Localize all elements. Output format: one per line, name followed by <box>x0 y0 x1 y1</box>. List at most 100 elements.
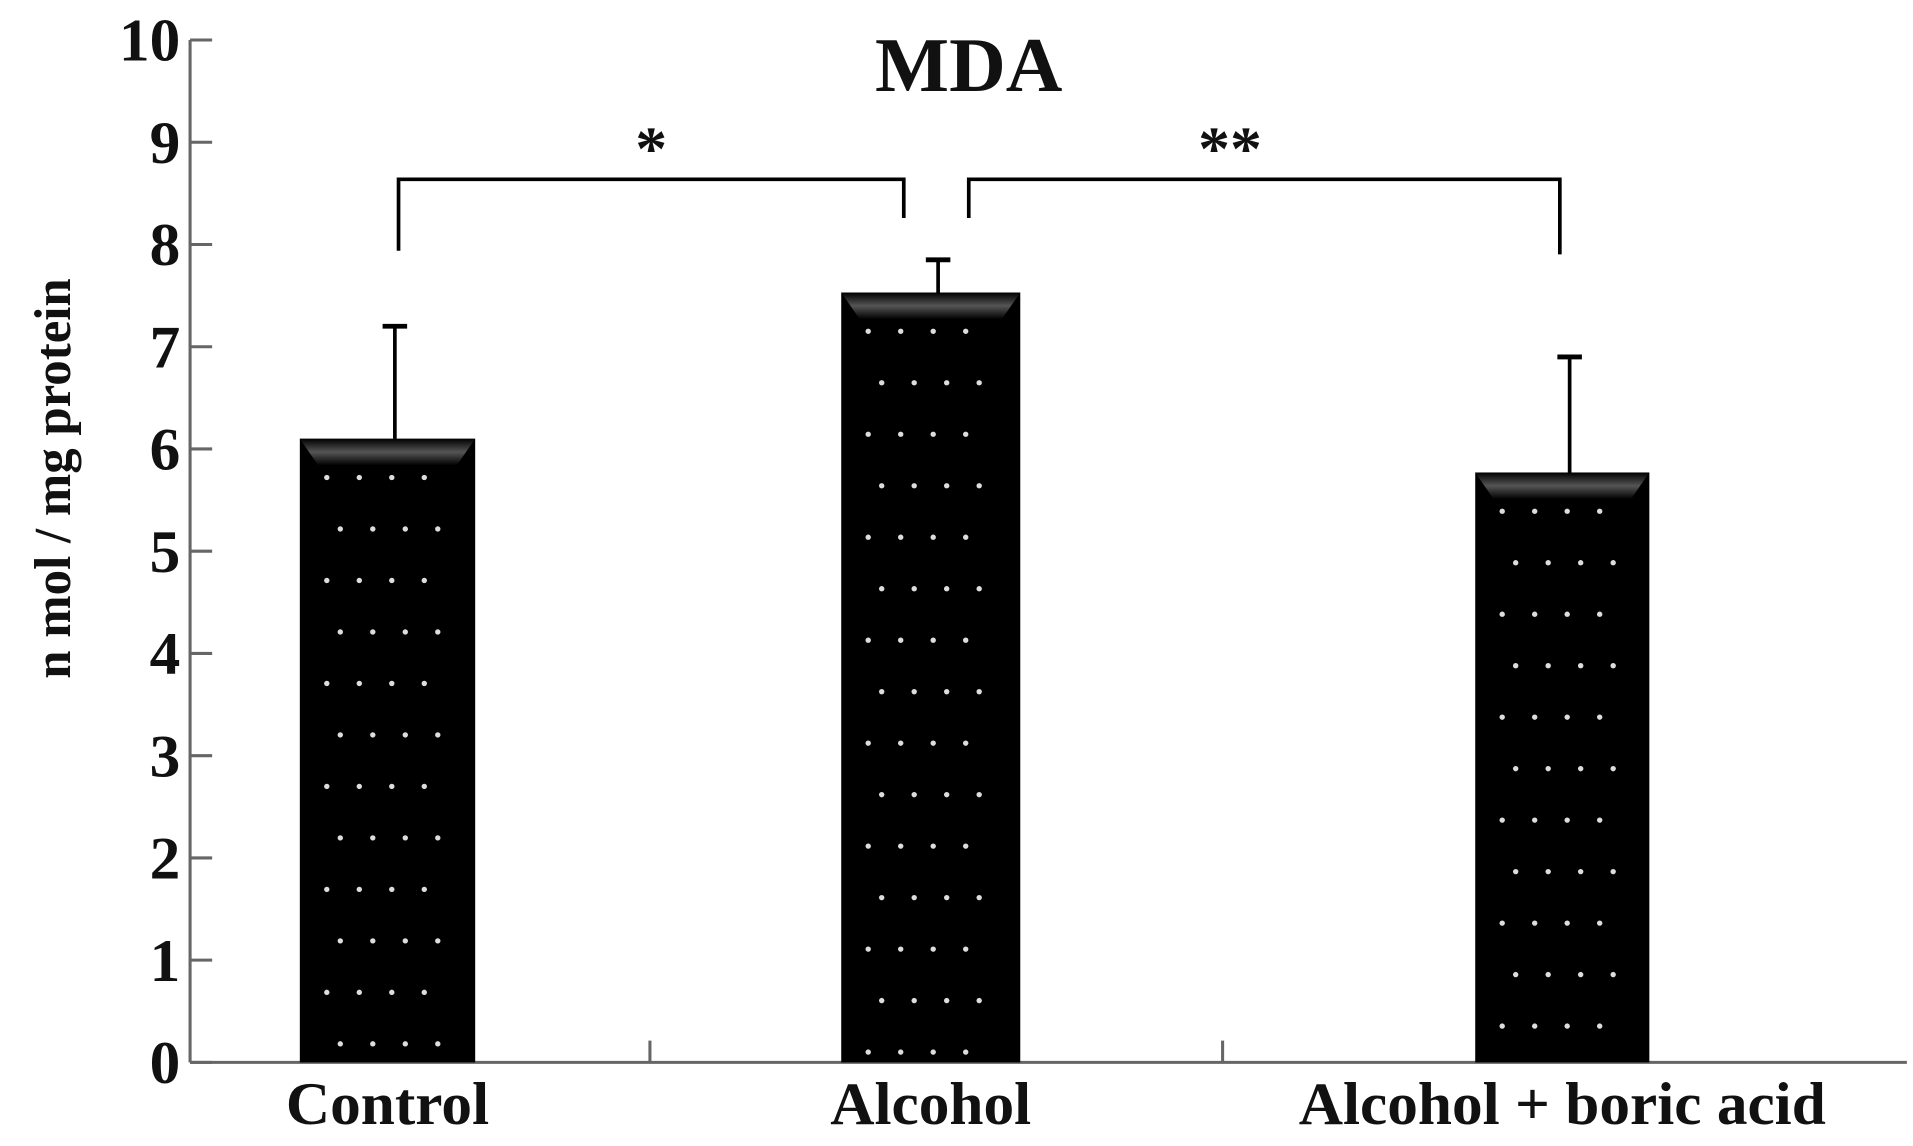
bar-dot <box>1610 560 1616 566</box>
y-tick-label: 10 <box>119 8 180 75</box>
bar-dot <box>1577 765 1584 772</box>
bar-dot <box>1564 1023 1570 1029</box>
bar-dot <box>1596 920 1603 926</box>
bar-dot <box>421 474 427 481</box>
bar-dot <box>337 629 343 635</box>
bar-dot <box>370 526 376 532</box>
bar-dot <box>943 791 950 798</box>
bar-dot <box>911 380 917 386</box>
bar-dot <box>421 783 427 790</box>
bar-dot <box>1564 611 1570 617</box>
bar-dot <box>1545 560 1551 566</box>
bar-dot <box>337 1041 343 1047</box>
bar-dot <box>356 783 362 790</box>
bar-dot <box>356 577 362 584</box>
x-tick-label: Alcohol <box>830 1072 1031 1139</box>
significance-bracket: ** <box>966 114 1562 255</box>
bar-dot <box>1564 714 1570 720</box>
y-tick-label: 9 <box>150 110 181 177</box>
bar-dot <box>1610 971 1616 978</box>
y-tick-label: 5 <box>150 519 181 586</box>
bar-dot <box>435 732 441 738</box>
bar-dot <box>930 843 936 849</box>
bar-dot <box>976 586 982 592</box>
bar-dot <box>976 483 982 489</box>
bar-dot <box>337 526 343 532</box>
bar-dot <box>943 894 950 901</box>
bar-dot <box>1531 508 1538 514</box>
bar-dot <box>1596 817 1603 823</box>
bar-dot <box>337 938 343 944</box>
bar-dot <box>930 534 936 540</box>
x-tick-label: Alcohol + boric acid <box>1299 1072 1826 1139</box>
bar-dot <box>1531 1023 1538 1029</box>
bar-dot <box>962 946 969 952</box>
bar-dot <box>878 586 885 592</box>
bar-dot <box>1577 663 1584 669</box>
bar-dot <box>1512 971 1519 978</box>
bar-dot <box>1499 1023 1505 1029</box>
bar-dot <box>1564 508 1570 514</box>
bar-group: Alcohol <box>830 257 1031 1139</box>
bar-dot <box>865 843 871 849</box>
bar-dot <box>435 835 441 841</box>
bar-dot <box>878 380 885 386</box>
bar-dot <box>1499 817 1505 823</box>
bar-dot <box>389 474 395 481</box>
y-tick-label: 2 <box>150 826 181 893</box>
bar-dot <box>1531 920 1538 926</box>
bar-dot <box>356 989 362 996</box>
bar-dot <box>370 1041 376 1047</box>
bar-dot <box>435 526 441 532</box>
bar-dot <box>1596 611 1603 617</box>
bar-dot <box>370 835 376 841</box>
bar-dot <box>898 946 904 952</box>
axes: 0 1 2 3 4 5 6 7 8 9 10 <box>119 8 1907 1097</box>
bar-dot <box>911 894 917 901</box>
bar-dot <box>324 989 330 996</box>
bar-dot <box>435 629 441 635</box>
bar-dot <box>1596 1023 1603 1029</box>
bar-dot <box>962 637 969 643</box>
bar-dot <box>421 989 427 996</box>
bar-dot <box>356 680 362 687</box>
bar-dot <box>389 783 395 790</box>
bar-dot <box>976 997 982 1004</box>
bar-dot <box>962 534 969 540</box>
bar-dot <box>421 886 427 893</box>
bar-dot <box>337 835 343 841</box>
bar-dot <box>1512 560 1519 566</box>
bar-dot <box>370 732 376 738</box>
bar <box>841 292 1021 1063</box>
bar-dot <box>1596 714 1603 720</box>
bar-dot <box>865 328 871 334</box>
bar-dot <box>1564 920 1570 926</box>
bar-dot <box>1512 868 1519 875</box>
bar-dot <box>324 886 330 893</box>
bar-dot <box>1545 971 1551 978</box>
bar-dot <box>878 791 885 798</box>
bar-dot <box>402 938 408 944</box>
y-tick-label: 1 <box>150 928 181 995</box>
bar-dot <box>898 1049 904 1055</box>
bar-dot <box>898 534 904 540</box>
bar-dot <box>324 474 330 481</box>
bar-dot <box>1512 663 1519 669</box>
bar-dot <box>1499 508 1505 514</box>
bar-dot <box>943 997 950 1004</box>
bar-dot <box>898 637 904 643</box>
significance-label: ** <box>1198 114 1262 184</box>
bar-dot <box>1610 868 1616 875</box>
bar-dot <box>389 886 395 893</box>
bar-dot <box>389 577 395 584</box>
significance-brackets: * ** <box>396 114 1562 255</box>
bar-dot <box>943 380 950 386</box>
bar-dot <box>337 732 343 738</box>
bar-dot <box>865 946 871 952</box>
bar-dot <box>911 997 917 1004</box>
bar-dot <box>1577 868 1584 875</box>
bar-dot <box>1531 714 1538 720</box>
bar-dot <box>402 629 408 635</box>
bar-dot <box>1545 663 1551 669</box>
y-tick-label: 6 <box>150 417 181 484</box>
